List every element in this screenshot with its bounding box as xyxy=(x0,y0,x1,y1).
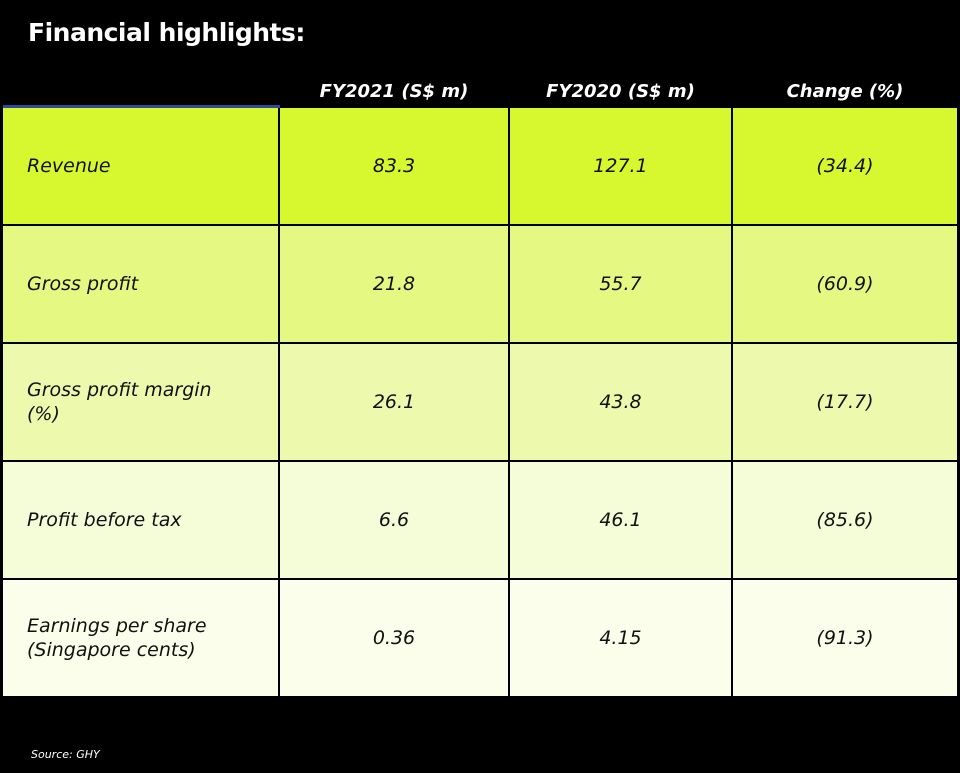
table-row: Gross profit margin (%) 26.1 43.8 (17.7) xyxy=(3,342,959,462)
page-title: Financial highlights: xyxy=(28,18,305,47)
cell-fy2020: 55.7 xyxy=(508,224,733,344)
table-row: Profit before tax 6.6 46.1 (85.6) xyxy=(3,460,959,580)
cell-fy2020: 4.15 xyxy=(508,578,733,698)
cell-fy2021: 0.36 xyxy=(278,578,510,698)
cell-change: (34.4) xyxy=(731,105,959,226)
row-label: Profit before tax xyxy=(3,460,280,580)
source-note: Source: GHY xyxy=(31,748,100,761)
cell-fy2020: 46.1 xyxy=(508,460,733,580)
cell-fy2021: 6.6 xyxy=(278,460,510,580)
cell-change: (17.7) xyxy=(731,342,959,462)
row-label: Gross profit xyxy=(3,224,280,344)
cell-fy2020: 127.1 xyxy=(508,105,733,226)
table-header-row: FY2021 (S$ m) FY2020 (S$ m) Change (%) xyxy=(3,78,958,108)
table-row: Earnings per share (Singapore cents) 0.36… xyxy=(3,578,959,698)
cell-fy2021: 83.3 xyxy=(278,105,510,226)
financial-highlights-table: FY2021 (S$ m) FY2020 (S$ m) Change (%) R… xyxy=(3,78,959,698)
row-label: Gross profit margin (%) xyxy=(3,342,280,462)
row-label: Revenue xyxy=(3,105,280,226)
cell-change: (60.9) xyxy=(731,224,959,344)
header-fy2020: FY2020 (S$ m) xyxy=(546,81,695,103)
header-fy2021: FY2021 (S$ m) xyxy=(319,81,469,103)
cell-fy2021: 21.8 xyxy=(278,224,510,344)
table-row: Revenue 83.3 127.1 (34.4) xyxy=(3,105,959,226)
header-label xyxy=(3,78,279,108)
cell-change: (85.6) xyxy=(731,460,959,580)
cell-change: (91.3) xyxy=(731,578,959,698)
cell-fy2020: 43.8 xyxy=(508,342,733,462)
row-label: Earnings per share (Singapore cents) xyxy=(3,578,280,698)
header-change: Change (%) xyxy=(786,81,904,103)
table-row: Gross profit 21.8 55.7 (60.9) xyxy=(3,224,959,344)
cell-fy2021: 26.1 xyxy=(278,342,510,462)
